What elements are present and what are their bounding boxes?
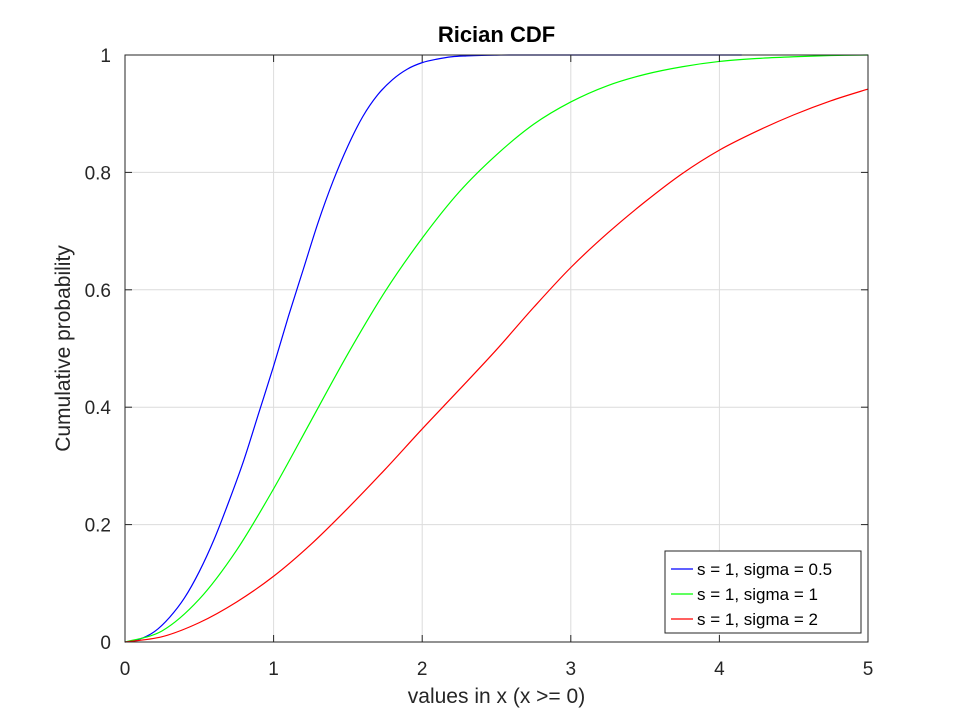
grid-lines — [124, 54, 869, 643]
y-tick-label: 0.6 — [85, 281, 111, 302]
y-tick-label: 1 — [100, 46, 111, 67]
x-axis-label: values in x (x >= 0) — [408, 685, 585, 708]
x-tick-label: 5 — [863, 659, 874, 680]
legend-box — [664, 550, 862, 634]
legend-entry-3: s = 1, sigma = 2 — [697, 610, 818, 629]
legend: s = 1, sigma = 0.5 s = 1, sigma = 1 s = 1,… — [664, 550, 862, 634]
plot-frame — [124, 54, 869, 643]
x-tick-label: 2 — [417, 659, 428, 680]
legend-entry-1: s = 1, sigma = 0.5 — [697, 560, 832, 579]
y-tick-label: 0.2 — [85, 516, 111, 537]
series-line-2 — [124, 54, 869, 643]
chart-title: Rician CDF — [438, 22, 555, 47]
x-tick-label: 1 — [268, 659, 279, 680]
plot-background — [125, 55, 868, 642]
x-tick-label: 4 — [714, 659, 725, 680]
y-tick-label: 0 — [100, 633, 111, 654]
y-tick-label: 0.8 — [85, 163, 111, 184]
series-line-3 — [124, 88, 869, 643]
y-axis-label: Cumulative probability — [52, 245, 75, 452]
x-tick-label: 3 — [566, 659, 577, 680]
x-tick-label: 0 — [120, 659, 131, 680]
legend-entry-2: s = 1, sigma = 1 — [697, 585, 818, 604]
ticks: 0 1 2 3 4 5 0 0.2 0.4 0.6 0.8 1 — [85, 46, 874, 680]
y-tick-label: 0.4 — [85, 398, 112, 419]
